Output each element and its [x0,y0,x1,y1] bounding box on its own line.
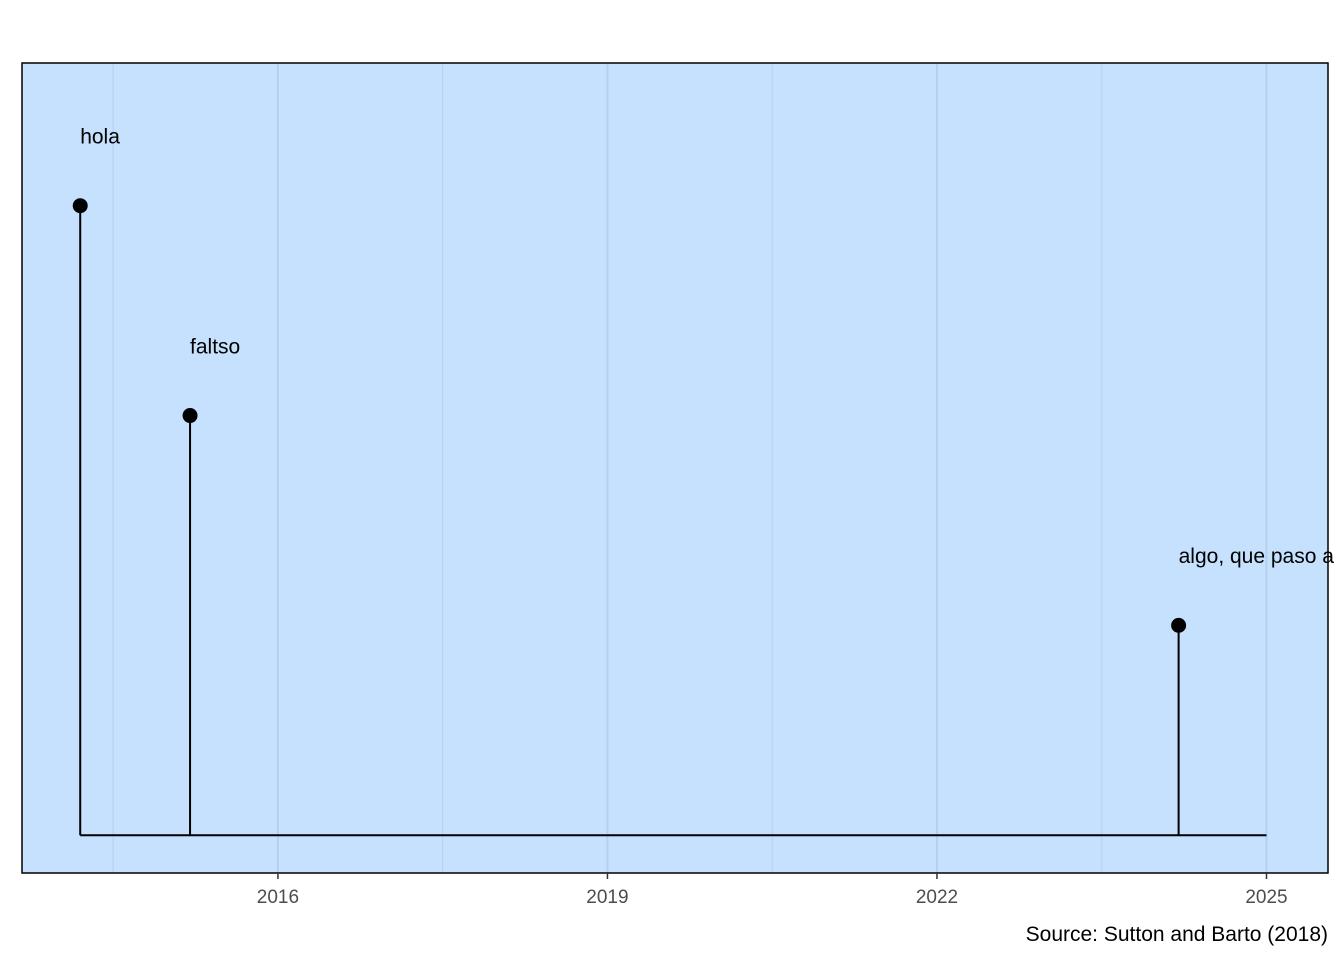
event-label: faltso [190,335,240,358]
grid-lines [112,63,1268,873]
event-marks: hola faltso algo, que paso a [72,125,1335,837]
plot-panel [22,63,1328,873]
event-point [1171,617,1187,633]
plot-border [21,62,1329,874]
x-tick-label: 2025 [1245,887,1287,908]
event-point [182,408,198,424]
x-tick-label: 2016 [257,887,299,908]
x-tick-label: 2019 [586,887,628,908]
event-label: hola [80,125,120,148]
x-axis: 2016 2019 2022 2025 [257,873,1288,908]
caption: Source: Sutton and Barto (2018) [1026,923,1328,946]
x-tick-label: 2022 [916,887,958,908]
event-label: algo, que paso a [1179,545,1335,568]
event-point [72,198,88,214]
